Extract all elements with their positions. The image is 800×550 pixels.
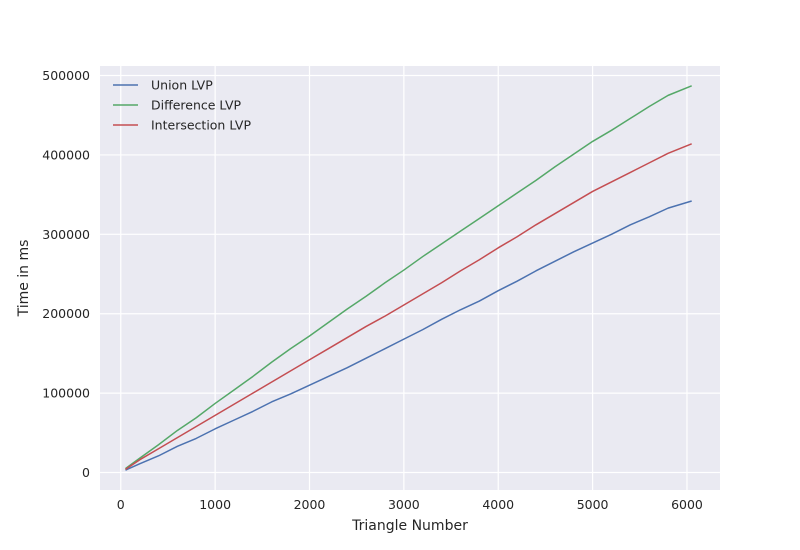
- y-tick-label: 0: [82, 465, 90, 480]
- series-line-1: [125, 85, 692, 470]
- x-tick-label: 4000: [482, 497, 514, 512]
- series-line-0: [125, 200, 692, 471]
- x-tick-label: 6000: [671, 497, 703, 512]
- x-tick-label: 2000: [294, 497, 326, 512]
- legend-label-1: Difference LVP: [151, 98, 242, 113]
- x-axis-label: Triangle Number: [351, 518, 468, 534]
- x-tick-label: 1000: [199, 497, 231, 512]
- y-axis-label: Time in ms: [16, 240, 32, 318]
- legend-label-0: Union LVP: [151, 78, 213, 93]
- series-line-2: [125, 143, 692, 470]
- legend-label-2: Intersection LVP: [151, 118, 251, 133]
- legend: Union LVP Difference LVP Intersection LVP: [113, 78, 251, 133]
- x-tick-labels: 0 1000 2000 3000 4000 5000 6000: [117, 497, 703, 512]
- plot-background: [100, 66, 720, 490]
- x-tick-label: 3000: [388, 497, 420, 512]
- y-tick-labels: 0 100000 200000 300000 400000 500000: [42, 68, 90, 480]
- y-tick-label: 100000: [42, 386, 90, 401]
- grid: [100, 66, 720, 490]
- y-tick-label: 400000: [42, 147, 90, 162]
- x-tick-label: 0: [117, 497, 125, 512]
- x-tick-label: 5000: [577, 497, 609, 512]
- y-tick-label: 200000: [42, 306, 90, 321]
- y-tick-label: 500000: [42, 68, 90, 83]
- y-tick-label: 300000: [42, 227, 90, 242]
- series-layer: [125, 85, 692, 471]
